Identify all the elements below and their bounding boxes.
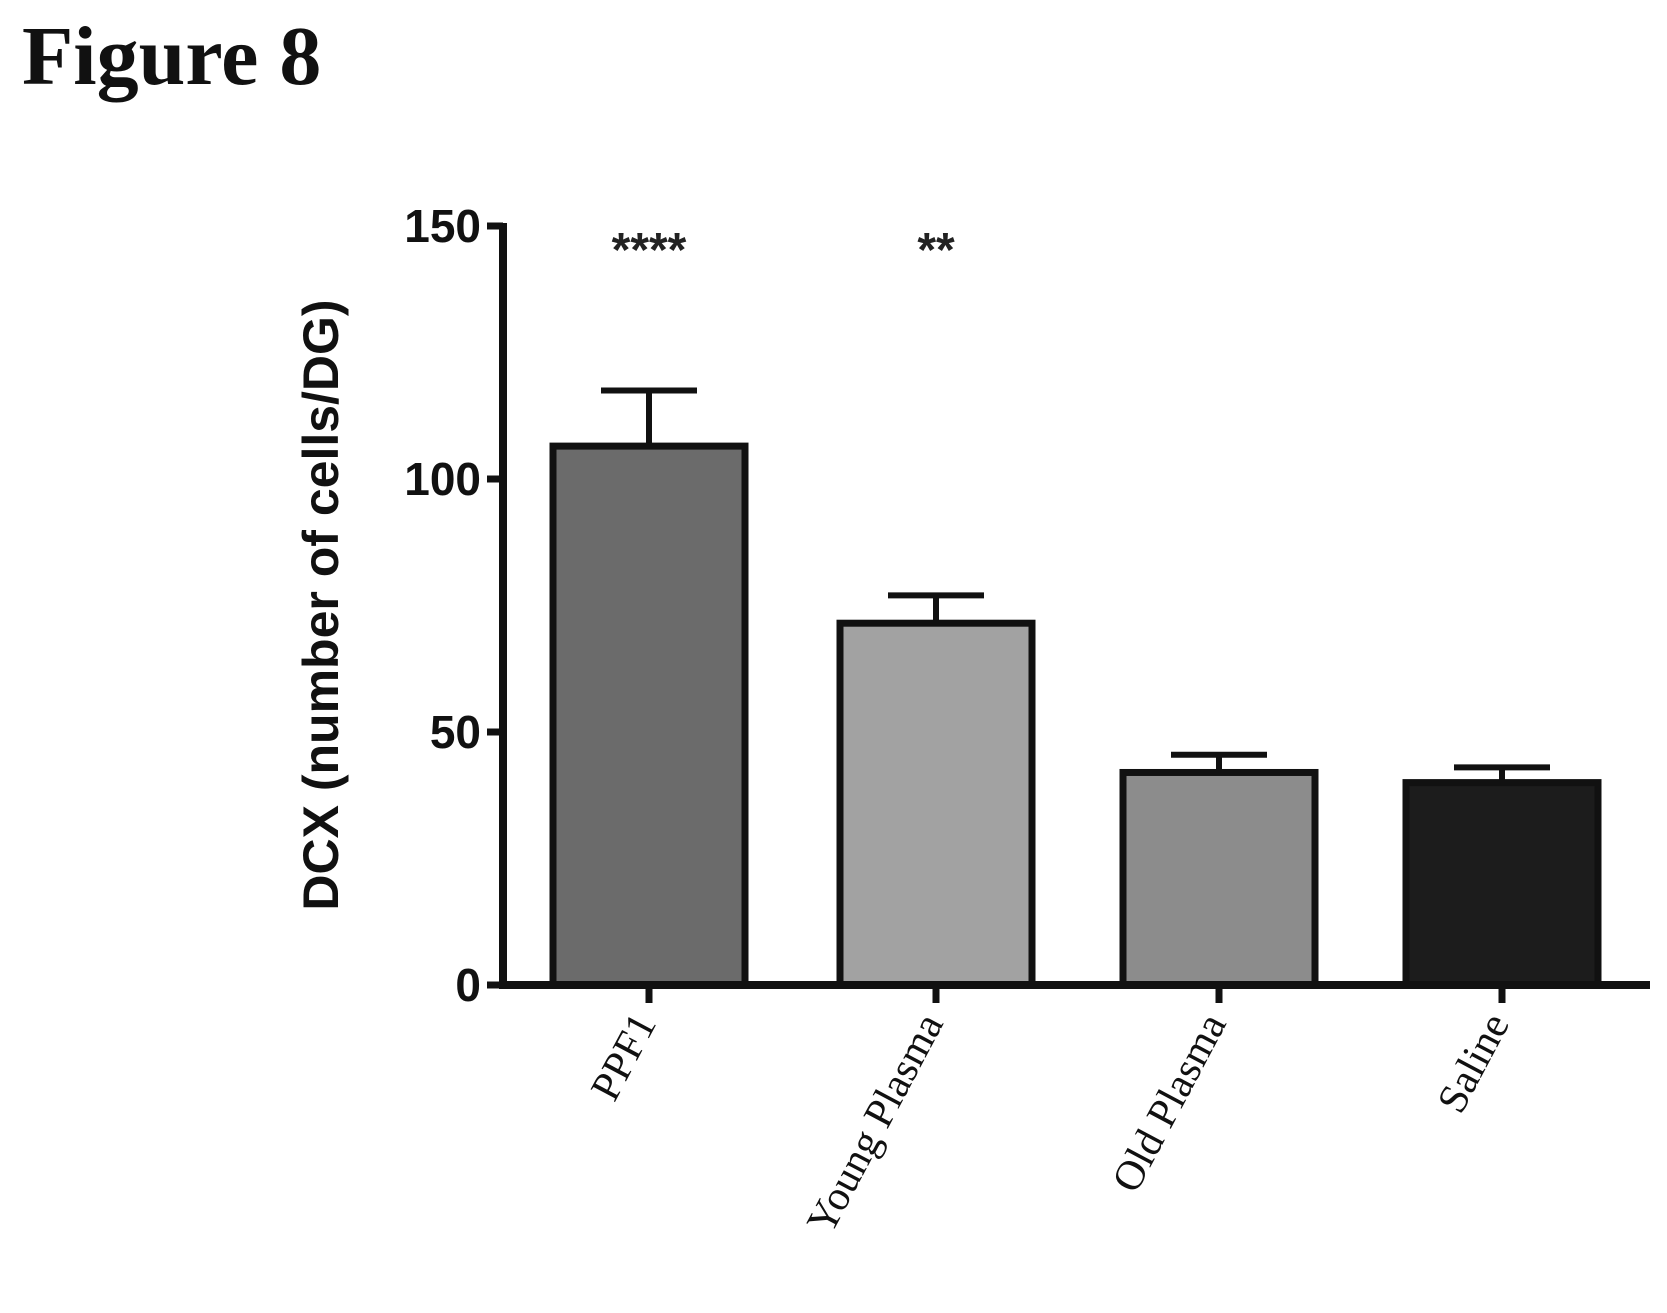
bar-saline xyxy=(1406,783,1598,985)
category-label: PPF1 xyxy=(582,1006,665,1108)
bar-old-plasma xyxy=(1123,772,1315,985)
bar-chart: PPF1 **** Young Plasma ** Old Plasma Saline 0 5… xyxy=(0,0,1667,1313)
bar-young-plasma xyxy=(840,623,1032,985)
significance-label: ** xyxy=(917,224,955,277)
y-tick-label: 150 xyxy=(404,200,481,252)
category-label: Saline xyxy=(1429,1006,1519,1120)
significance-label: **** xyxy=(612,224,687,277)
y-tick-label: 0 xyxy=(455,959,481,1011)
category-label: Young Plasma xyxy=(799,1006,953,1242)
y-tick-label: 100 xyxy=(404,453,481,505)
y-tick-label: 50 xyxy=(430,706,481,758)
category-label: Old Plasma xyxy=(1104,1006,1236,1200)
bar-ppf1 xyxy=(553,446,745,985)
y-axis-title: DCX (number of cells/DG) xyxy=(293,299,349,910)
